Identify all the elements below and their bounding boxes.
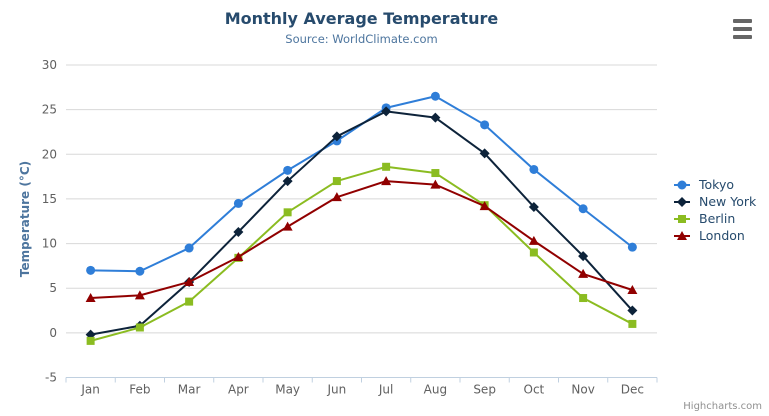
data-point-new-york[interactable] xyxy=(578,251,589,262)
data-point-tokyo[interactable] xyxy=(184,243,194,253)
data-point-london[interactable] xyxy=(85,293,96,303)
square-legend-marker-icon xyxy=(674,214,690,223)
data-point-london[interactable] xyxy=(282,221,293,231)
data-point-tokyo[interactable] xyxy=(233,198,243,208)
y-axis-title: Temperature (°C) xyxy=(18,161,32,277)
data-point-tokyo[interactable] xyxy=(529,164,539,174)
hamburger-icon xyxy=(733,35,752,39)
data-point-new-york[interactable] xyxy=(331,131,342,142)
data-point-tokyo[interactable] xyxy=(86,265,96,275)
data-point-berlin[interactable] xyxy=(332,177,341,186)
data-point-london[interactable] xyxy=(479,201,490,211)
y-axis-label: 30 xyxy=(42,58,57,72)
data-point-new-york[interactable] xyxy=(528,201,539,212)
triangle-legend-marker-icon xyxy=(674,230,690,240)
data-point-tokyo[interactable] xyxy=(430,91,440,101)
data-point-london[interactable] xyxy=(233,251,244,261)
data-point-new-york[interactable] xyxy=(233,226,244,237)
data-point-tokyo[interactable] xyxy=(135,266,145,276)
y-axis-label: 0 xyxy=(49,326,57,340)
legend-label: Berlin xyxy=(699,211,736,226)
data-point-new-york[interactable] xyxy=(381,106,392,117)
hamburger-icon xyxy=(733,19,752,23)
data-point-tokyo[interactable] xyxy=(627,242,637,252)
legend-label: London xyxy=(699,228,745,243)
x-axis-label: Jun xyxy=(327,383,347,397)
hamburger-icon xyxy=(733,27,752,31)
data-point-berlin[interactable] xyxy=(382,162,391,171)
x-axis-label: Nov xyxy=(571,383,594,397)
y-axis-label: -5 xyxy=(45,371,57,385)
x-axis-label: Oct xyxy=(524,383,545,397)
data-point-berlin[interactable] xyxy=(86,336,95,345)
data-point-berlin[interactable] xyxy=(135,323,144,332)
y-axis-label: 5 xyxy=(49,281,57,295)
y-axis-label: 20 xyxy=(42,147,57,161)
data-point-tokyo[interactable] xyxy=(578,204,588,214)
legend-item-new-york[interactable]: New York xyxy=(674,193,756,210)
data-point-berlin[interactable] xyxy=(283,208,292,217)
data-point-london[interactable] xyxy=(578,268,589,278)
legend: Tokyo New York Berlin London xyxy=(674,176,756,244)
series-line-new-york[interactable] xyxy=(89,110,634,336)
x-axis-label: Dec xyxy=(621,383,644,397)
chart-title: Monthly Average Temperature xyxy=(224,9,499,28)
data-point-new-york[interactable] xyxy=(282,176,293,187)
x-axis-label: Mar xyxy=(178,383,201,397)
y-axis-label: 25 xyxy=(42,103,57,117)
data-point-berlin[interactable] xyxy=(628,319,637,328)
diamond-legend-marker-icon xyxy=(674,196,690,207)
x-axis-label: Jan xyxy=(80,383,100,397)
series-line-tokyo[interactable] xyxy=(89,95,634,273)
export-menu-button[interactable] xyxy=(733,19,752,39)
data-point-london[interactable] xyxy=(528,235,539,245)
chart-subtitle: Source: WorldClimate.com xyxy=(285,32,438,46)
data-point-tokyo[interactable] xyxy=(283,165,293,175)
data-point-new-york[interactable] xyxy=(479,148,490,159)
series-line-london[interactable] xyxy=(89,180,634,300)
data-point-berlin[interactable] xyxy=(185,297,194,306)
legend-item-tokyo[interactable]: Tokyo xyxy=(674,176,756,193)
x-axis-label: Sep xyxy=(473,383,496,397)
series-line-berlin[interactable] xyxy=(89,165,634,342)
data-point-london[interactable] xyxy=(381,176,392,186)
x-axis-label: Jul xyxy=(378,383,393,397)
x-axis-label: May xyxy=(275,383,300,397)
data-point-new-york[interactable] xyxy=(430,112,441,123)
highcharts-credit-link[interactable]: Highcharts.com xyxy=(683,401,762,412)
data-point-new-york[interactable] xyxy=(627,305,638,316)
data-point-london[interactable] xyxy=(331,192,342,202)
data-point-london[interactable] xyxy=(627,285,638,294)
data-point-tokyo[interactable] xyxy=(480,120,490,130)
x-axis-label: Feb xyxy=(129,383,150,397)
data-point-berlin[interactable] xyxy=(579,294,588,303)
legend-label: New York xyxy=(699,194,757,209)
legend-item-berlin[interactable]: Berlin xyxy=(674,210,756,227)
x-axis-label: Apr xyxy=(228,383,249,397)
circle-legend-marker-icon xyxy=(674,180,690,189)
data-point-london[interactable] xyxy=(184,276,195,286)
data-point-berlin[interactable] xyxy=(431,169,440,178)
legend-label: Tokyo xyxy=(699,177,734,192)
y-axis-label: 15 xyxy=(42,192,57,206)
data-point-berlin[interactable] xyxy=(529,248,538,257)
y-axis-label: 10 xyxy=(42,237,57,251)
x-axis-label: Aug xyxy=(424,383,447,397)
data-point-london[interactable] xyxy=(134,290,145,300)
data-point-london[interactable] xyxy=(430,179,441,189)
legend-item-london[interactable]: London xyxy=(674,227,756,244)
